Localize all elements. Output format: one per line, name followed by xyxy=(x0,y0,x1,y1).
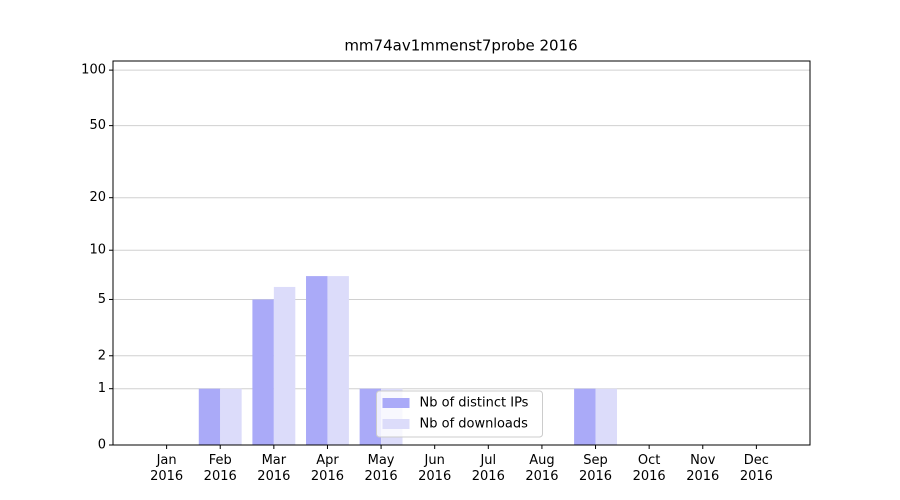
bar xyxy=(220,388,242,445)
y-tick-label: 100 xyxy=(81,63,106,78)
bar xyxy=(327,276,349,445)
x-tick-label: Apr 2016 xyxy=(310,453,344,484)
legend: Nb of distinct IPs Nb of downloads xyxy=(376,390,543,438)
y-tick-label: 2 xyxy=(98,348,106,363)
x-tick-label: Dec 2016 xyxy=(739,453,773,484)
bar xyxy=(273,286,296,445)
x-tick-label: Jul 2016 xyxy=(471,453,505,484)
legend-label: Nb of downloads xyxy=(420,417,529,432)
bar xyxy=(198,388,221,445)
y-tick-label: 10 xyxy=(89,243,106,258)
bar xyxy=(574,388,596,445)
bar xyxy=(595,388,617,445)
legend-swatch xyxy=(382,398,410,408)
legend-box xyxy=(376,390,543,438)
y-tick-label: 20 xyxy=(89,190,106,205)
x-tick-label: Nov 2016 xyxy=(686,453,720,484)
bar xyxy=(359,388,382,445)
bar xyxy=(252,299,274,445)
x-tick-label: May 2016 xyxy=(364,453,398,484)
x-tick-label: Oct 2016 xyxy=(632,453,666,484)
legend-label: Nb of distinct IPs xyxy=(420,396,529,411)
x-tick-label: Mar 2016 xyxy=(257,453,291,484)
x-tick-label: Feb 2016 xyxy=(203,453,237,484)
legend-swatch xyxy=(382,419,410,429)
y-tick-label: 50 xyxy=(89,118,106,133)
y-tick-label: 0 xyxy=(98,438,106,453)
x-tick-label: Jan 2016 xyxy=(150,453,184,484)
x-tick-label: Aug 2016 xyxy=(525,453,559,484)
y-tick-label: 5 xyxy=(98,292,106,307)
y-tick-label: 1 xyxy=(98,381,106,396)
x-tick-label: Jun 2016 xyxy=(418,453,452,484)
x-tick-label: Sep 2016 xyxy=(578,453,613,484)
plot-frame xyxy=(112,60,811,446)
chart-title: mm74av1mmenst7probe 2016 xyxy=(344,37,577,55)
bar xyxy=(306,276,328,445)
